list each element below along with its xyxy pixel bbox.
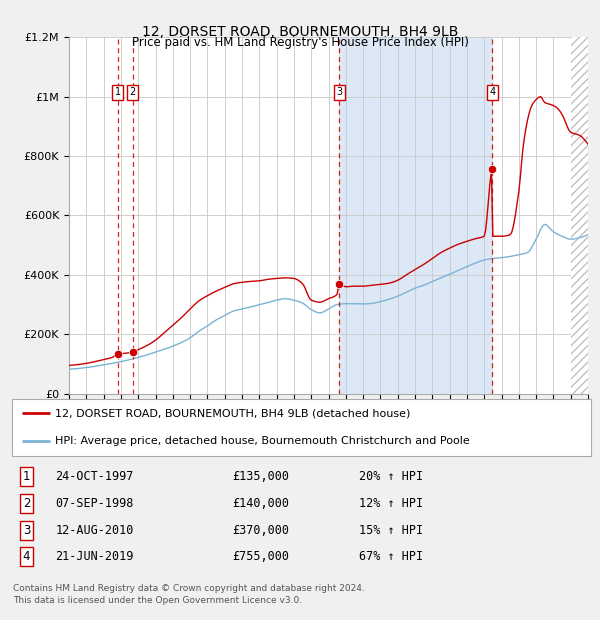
Text: 24-OCT-1997: 24-OCT-1997 [55, 471, 134, 484]
Text: HPI: Average price, detached house, Bournemouth Christchurch and Poole: HPI: Average price, detached house, Bour… [55, 436, 470, 446]
Text: 15% ↑ HPI: 15% ↑ HPI [359, 524, 424, 537]
Text: £755,000: £755,000 [232, 550, 289, 563]
Text: 3: 3 [336, 87, 342, 97]
Text: 21-JUN-2019: 21-JUN-2019 [55, 550, 134, 563]
Text: This data is licensed under the Open Government Licence v3.0.: This data is licensed under the Open Gov… [13, 596, 302, 606]
Text: Price paid vs. HM Land Registry's House Price Index (HPI): Price paid vs. HM Land Registry's House … [131, 36, 469, 49]
Text: 12, DORSET ROAD, BOURNEMOUTH, BH4 9LB: 12, DORSET ROAD, BOURNEMOUTH, BH4 9LB [142, 25, 458, 39]
Text: £370,000: £370,000 [232, 524, 289, 537]
Text: 4: 4 [489, 87, 496, 97]
Text: Contains HM Land Registry data © Crown copyright and database right 2024.: Contains HM Land Registry data © Crown c… [13, 584, 365, 593]
Text: 2: 2 [130, 87, 136, 97]
Text: 20% ↑ HPI: 20% ↑ HPI [359, 471, 424, 484]
Text: £140,000: £140,000 [232, 497, 289, 510]
Text: 2: 2 [23, 497, 30, 510]
Text: 12, DORSET ROAD, BOURNEMOUTH, BH4 9LB (detached house): 12, DORSET ROAD, BOURNEMOUTH, BH4 9LB (d… [55, 409, 411, 419]
Text: 1: 1 [23, 471, 30, 484]
Text: 1: 1 [115, 87, 121, 97]
Text: 12-AUG-2010: 12-AUG-2010 [55, 524, 134, 537]
Bar [339, 37, 493, 394]
Text: £135,000: £135,000 [232, 471, 289, 484]
Text: 67% ↑ HPI: 67% ↑ HPI [359, 550, 424, 563]
Text: 07-SEP-1998: 07-SEP-1998 [55, 497, 134, 510]
Text: 3: 3 [23, 524, 30, 537]
Text: 12% ↑ HPI: 12% ↑ HPI [359, 497, 424, 510]
Text: 4: 4 [23, 550, 30, 563]
